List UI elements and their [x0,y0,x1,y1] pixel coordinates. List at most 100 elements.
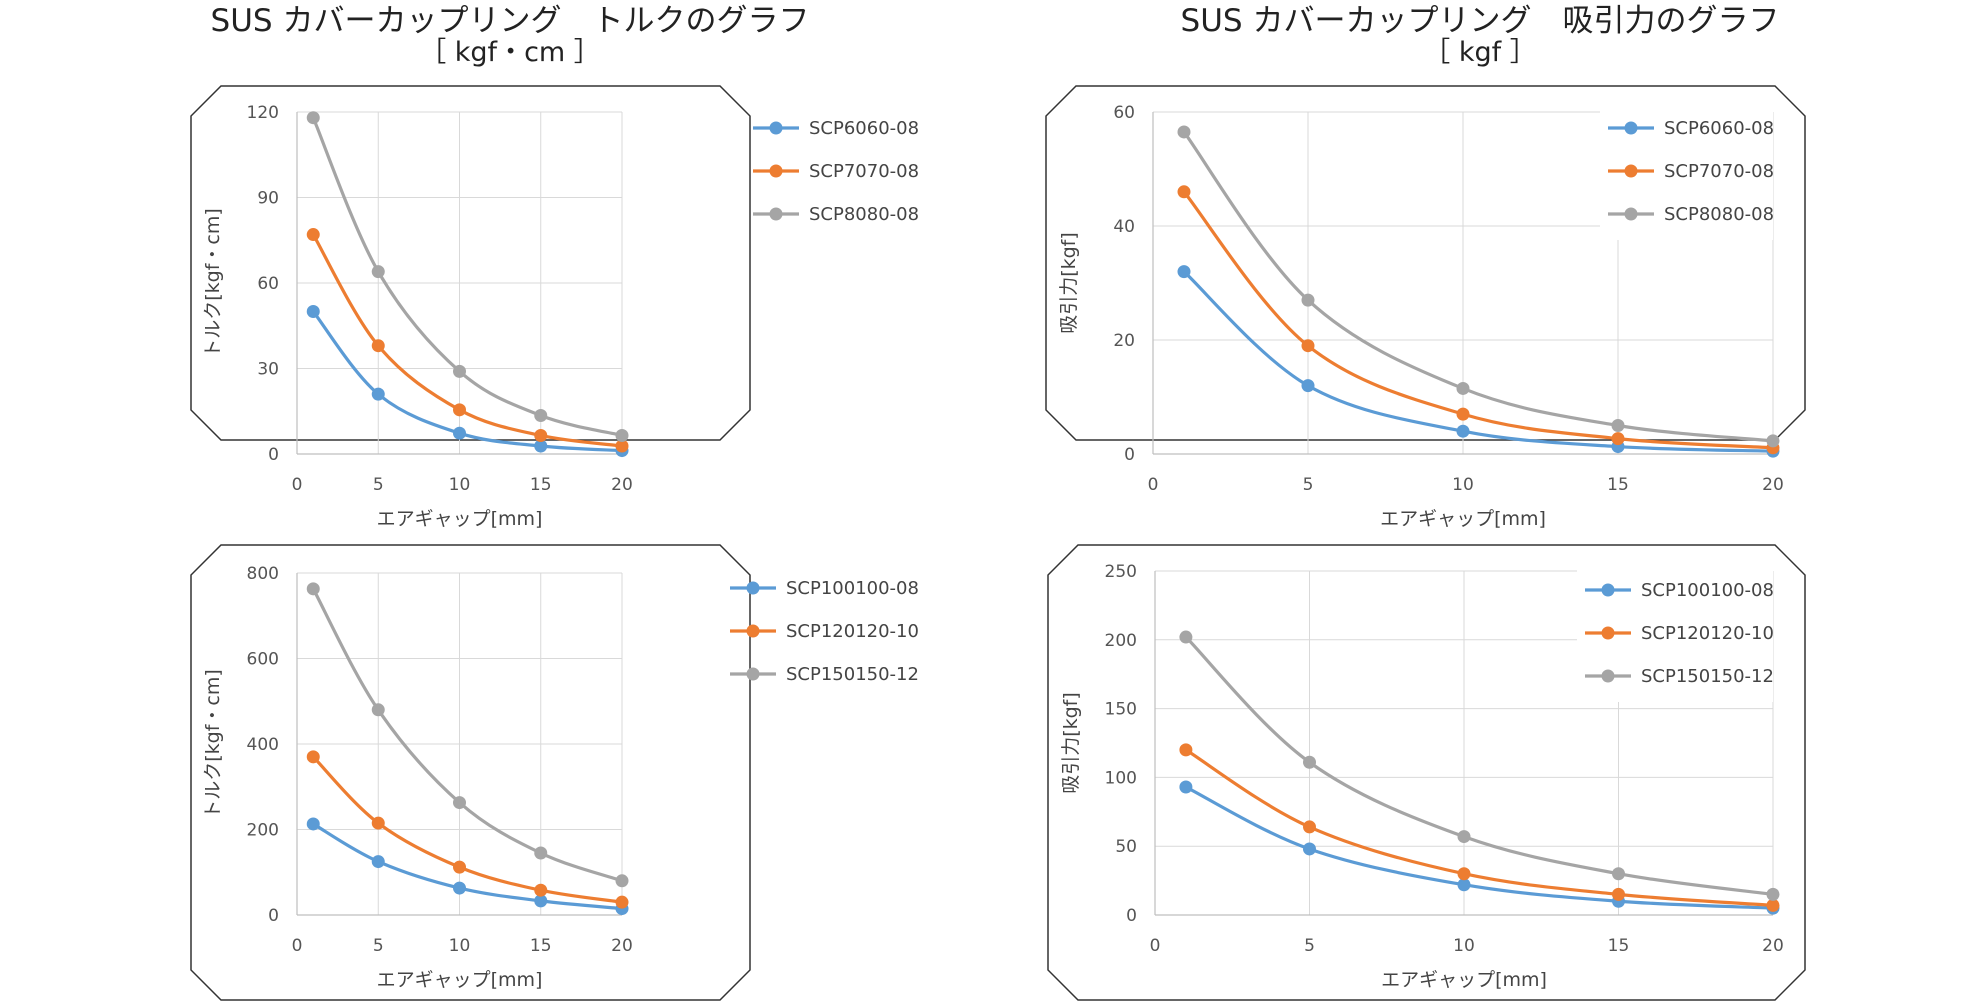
data-point-SCP150150-12 [1612,867,1625,881]
legend-marker [746,624,760,638]
legend-marker [1601,583,1615,597]
legend-label: SCP100100-08 [1641,580,1774,601]
y-tick-label: 0 [268,445,279,465]
data-point-SCP120120-10 [534,883,548,897]
data-point-SCP150150-12 [534,846,548,860]
data-point-SCP6060-08 [453,426,466,440]
legend-label: SCP7070-08 [809,161,919,182]
legend-marker [746,581,760,595]
legend-label: SCP8080-08 [809,204,919,225]
legend-label: SCP120120-10 [786,621,919,642]
series-line-SCP8080-08 [311,117,623,438]
legend-label: SCP150150-12 [786,664,919,685]
torque-title-unit: ［ kgf・cm ］ [419,37,601,68]
x-tick-label: 5 [1303,475,1314,495]
data-point-SCP100100-08 [453,881,466,895]
legend-label: SCP150150-12 [1641,666,1774,687]
x-tick-label: 10 [1452,475,1474,495]
y-tick-label: 20 [1113,331,1135,351]
legend-marker [1624,164,1638,178]
data-point-SCP150150-12 [1766,887,1780,901]
attraction-title-main: SUS カバーカップリング 吸引力のグラフ [1180,3,1780,39]
data-point-SCP120120-10 [1303,820,1316,834]
data-point-SCP150150-12 [306,582,320,596]
data-point-SCP120120-10 [453,860,466,874]
x-tick-label: 0 [1150,936,1161,956]
x-tick-label: 0 [292,475,303,495]
data-point-SCP7070-08 [1177,185,1191,199]
y-tick-label: 100 [1105,768,1137,788]
x-tick-label: 20 [1762,475,1784,495]
data-point-SCP100100-08 [306,817,320,831]
x-tick-label: 20 [611,475,633,495]
y-tick-label: 150 [1105,700,1137,720]
x-tick-label: 0 [292,936,303,956]
y-tick-label: 40 [1113,217,1135,237]
data-point-SCP100100-08 [1179,780,1193,794]
data-point-SCP100100-08 [371,855,385,869]
data-point-SCP8080-08 [534,409,548,423]
data-point-SCP100100-08 [1303,842,1316,856]
y-tick-label: 0 [268,906,279,926]
data-point-SCP120120-10 [1457,867,1471,881]
data-point-SCP6060-08 [1456,424,1470,438]
legend-label: SCP6060-08 [1664,118,1774,139]
x-tick-label: 15 [1608,936,1630,956]
data-point-SCP150150-12 [1457,830,1471,844]
data-point-SCP8080-08 [453,364,466,378]
data-point-SCP120120-10 [371,816,385,830]
chart-torque-large: 0 200 400 600 800 0 5 10 15 20 エアギャップ[mm] トルク[kgf・c… [190,544,919,1001]
series-line-SCP150150-12 [311,588,623,883]
data-point-SCP7070-08 [534,428,548,442]
legend-label: SCP8080-08 [1664,204,1774,225]
data-point-SCP7070-08 [1611,432,1625,446]
x-tick-label: 10 [1453,936,1475,956]
data-point-SCP100100-08 [534,894,548,908]
data-point-SCP6060-08 [534,439,548,453]
data-point-SCP7070-08 [453,403,466,417]
data-point-SCP7070-08 [306,228,320,242]
y-tick-label: 0 [1124,445,1135,465]
y-tick-label: 50 [1115,837,1137,857]
legend-marker [769,207,783,221]
x-axis-title: エアギャップ[mm] [377,969,543,991]
x-tick-label: 0 [1148,475,1159,495]
data-point-SCP7070-08 [1301,339,1315,353]
data-point-SCP150150-12 [615,874,629,888]
data-point-SCP6060-08 [371,387,385,401]
y-tick-label: 90 [257,189,279,209]
x-axis-title: エアギャップ[mm] [1380,508,1546,530]
torque-title-main: SUS カバーカップリング トルクのグラフ [210,3,810,39]
y-axis-title: トルク[kgf・cm] [202,669,224,819]
x-axis-title: エアギャップ[mm] [1381,969,1547,991]
data-point-SCP7070-08 [371,339,385,353]
legend-marker [1624,121,1638,135]
data-point-SCP8080-08 [1301,293,1315,307]
data-point-SCP120120-10 [306,750,320,764]
data-point-SCP7070-08 [1456,407,1470,421]
x-axis-title: エアギャップ[mm] [377,508,543,530]
data-point-SCP8080-08 [1611,419,1625,432]
x-tick-label: 15 [1607,475,1629,495]
y-axis-title: 吸引力[kgf] [1058,232,1080,334]
y-tick-label: 30 [257,360,279,380]
y-tick-label: 250 [1105,562,1137,582]
data-point-SCP6060-08 [1301,379,1315,393]
data-point-SCP100100-08 [1457,878,1471,892]
x-tick-label: 10 [449,936,471,956]
x-tick-label: 5 [373,475,384,495]
x-tick-label: 15 [530,475,552,495]
legend-label: SCP6060-08 [809,118,919,139]
y-tick-label: 800 [247,564,279,584]
chart-torque-small: 0 30 60 90 120 0 5 10 15 20 エアギャップ[mm] トルク[kgf・cm] S… [190,85,919,530]
data-point-SCP120120-10 [1179,743,1193,757]
y-tick-label: 400 [247,735,279,755]
chart-attraction-large: 0 50 100 150 200 250 0 5 10 15 20 エアギャップ[mm] 吸引力[kgf… [1047,544,1806,1001]
x-tick-label: 20 [611,936,633,956]
y-tick-label: 60 [257,274,279,294]
data-point-SCP8080-08 [1177,125,1191,139]
data-point-SCP6060-08 [1177,265,1191,279]
y-tick-label: 600 [247,650,279,670]
data-point-SCP120120-10 [615,895,629,909]
